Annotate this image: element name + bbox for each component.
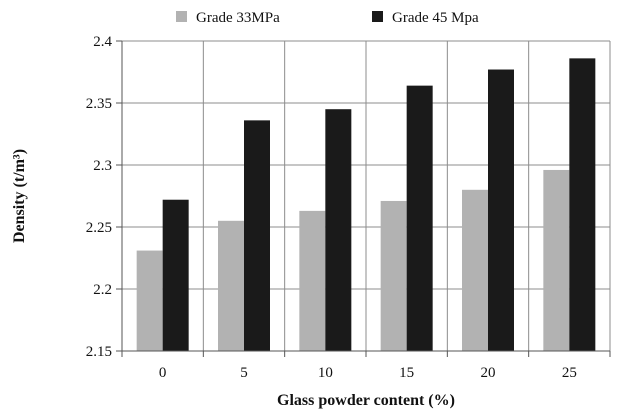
x-tick-label: 15: [399, 365, 414, 381]
y-tick-label: 2.25: [86, 220, 112, 236]
bar-grade-33mpa-5: [218, 220, 244, 351]
bar-grade-45mpa-15: [406, 85, 433, 351]
legend-swatch: [176, 11, 187, 22]
y-tick-label: 2.35: [86, 96, 112, 112]
bar-grade-45mpa-10: [325, 109, 352, 351]
bar-grade-33mpa-0: [136, 250, 163, 351]
y-axis-title: Density (t/m³): [11, 149, 28, 243]
bar-grade-33mpa-25: [543, 169, 570, 351]
y-tick-label: 2.4: [93, 34, 112, 50]
bar-grade-33mpa-10: [299, 210, 326, 351]
x-axis-title: Glass powder content (%): [277, 392, 455, 409]
x-tick-label: 0: [159, 365, 167, 381]
y-tick-label: 2.2: [93, 282, 112, 298]
tick-labels: 2.15 2.2 2.25 2.3 2.35 2.4 0 5 10 15 20 25: [86, 34, 577, 381]
legend: Grade 33MPa Grade 45 Mpa: [176, 10, 479, 26]
bar-grade-33mpa-15: [380, 200, 407, 351]
bar-grade-45mpa-0: [162, 199, 189, 351]
bars: [136, 58, 596, 352]
legend-label: Grade 33MPa: [196, 10, 280, 26]
axes: [116, 40, 611, 357]
x-tick-label: 20: [481, 365, 496, 381]
y-tick-label: 2.15: [86, 344, 112, 360]
legend-swatch: [372, 11, 383, 22]
bar-grade-45mpa-20: [488, 69, 514, 352]
gridlines: [122, 40, 611, 351]
bar-grade-45mpa-25: [569, 58, 596, 352]
bar-grade-33mpa-20: [462, 189, 488, 351]
x-tick-label: 25: [562, 365, 577, 381]
bar-grade-45mpa-5: [244, 120, 270, 351]
y-tick-label: 2.3: [93, 158, 112, 174]
x-tick-label: 10: [318, 365, 333, 381]
x-tick-label: 5: [240, 365, 248, 381]
legend-label: Grade 45 Mpa: [392, 10, 479, 26]
